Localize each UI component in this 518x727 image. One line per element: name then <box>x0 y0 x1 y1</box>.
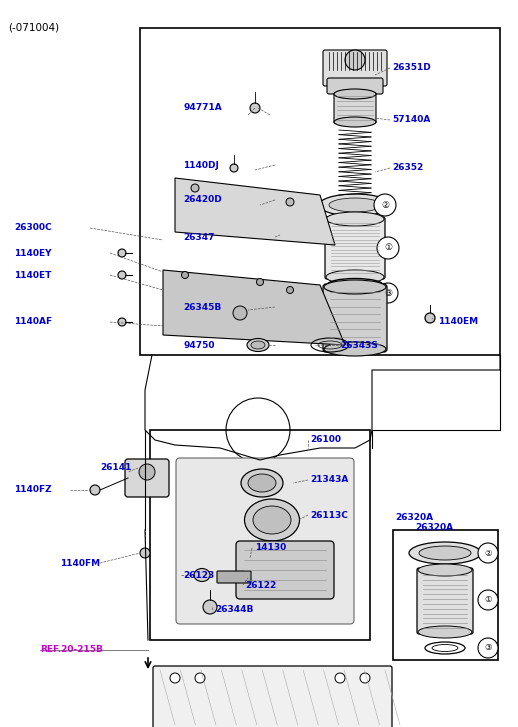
Text: ③: ③ <box>484 643 492 653</box>
Ellipse shape <box>248 474 276 492</box>
Text: REF.20-215B: REF.20-215B <box>40 646 103 654</box>
Polygon shape <box>175 178 335 245</box>
Circle shape <box>478 543 498 563</box>
Bar <box>150 430 370 640</box>
Circle shape <box>256 278 264 286</box>
Circle shape <box>360 673 370 683</box>
Ellipse shape <box>418 626 472 638</box>
Text: 26347: 26347 <box>183 233 214 241</box>
Text: 26141: 26141 <box>100 464 132 473</box>
Circle shape <box>139 464 155 480</box>
Circle shape <box>181 271 189 278</box>
Circle shape <box>230 164 238 172</box>
Circle shape <box>335 673 345 683</box>
Text: 1140EY: 1140EY <box>14 249 51 257</box>
Polygon shape <box>163 270 345 345</box>
Circle shape <box>203 600 217 614</box>
Text: 26113C: 26113C <box>310 510 348 520</box>
Text: ②: ② <box>484 548 492 558</box>
Ellipse shape <box>334 89 376 99</box>
Text: 1140FZ: 1140FZ <box>14 486 52 494</box>
Ellipse shape <box>194 569 210 582</box>
Ellipse shape <box>241 469 283 497</box>
Ellipse shape <box>251 341 265 349</box>
Ellipse shape <box>319 194 391 216</box>
FancyBboxPatch shape <box>417 568 473 634</box>
FancyBboxPatch shape <box>327 78 383 94</box>
Ellipse shape <box>419 546 471 560</box>
Text: 26320A: 26320A <box>415 523 453 532</box>
Text: 26420D: 26420D <box>183 196 222 204</box>
Text: 94750: 94750 <box>183 340 214 350</box>
Text: (-071004): (-071004) <box>8 22 59 32</box>
FancyBboxPatch shape <box>153 666 392 727</box>
Circle shape <box>191 184 199 192</box>
FancyBboxPatch shape <box>236 541 334 599</box>
Circle shape <box>90 485 100 495</box>
Text: 26320A: 26320A <box>395 513 433 522</box>
Ellipse shape <box>409 542 481 564</box>
Text: 26352: 26352 <box>392 164 423 172</box>
Ellipse shape <box>324 342 386 356</box>
Bar <box>393 530 498 660</box>
Circle shape <box>170 673 180 683</box>
Circle shape <box>118 271 126 279</box>
Circle shape <box>250 103 260 113</box>
Text: ①: ① <box>384 244 392 252</box>
FancyBboxPatch shape <box>125 459 169 497</box>
Text: 57140A: 57140A <box>392 116 430 124</box>
Circle shape <box>377 237 399 259</box>
Text: 26300C: 26300C <box>14 223 52 233</box>
Circle shape <box>425 313 435 323</box>
Ellipse shape <box>329 198 381 212</box>
Text: 1140FM: 1140FM <box>60 558 100 568</box>
Text: 26344B: 26344B <box>215 606 253 614</box>
Circle shape <box>286 198 294 206</box>
FancyBboxPatch shape <box>217 571 251 583</box>
Text: 21343A: 21343A <box>310 475 349 484</box>
Text: 26122: 26122 <box>245 580 276 590</box>
Text: 26100: 26100 <box>310 435 341 444</box>
Ellipse shape <box>326 270 384 284</box>
Text: 26343S: 26343S <box>340 340 378 350</box>
Circle shape <box>118 249 126 257</box>
Ellipse shape <box>253 506 291 534</box>
Text: 26351D: 26351D <box>392 63 431 73</box>
Bar <box>140 28 500 355</box>
Ellipse shape <box>244 499 299 541</box>
Text: 94771A: 94771A <box>183 103 222 113</box>
Text: 1140ET: 1140ET <box>14 270 51 279</box>
Text: 26345B: 26345B <box>183 302 221 311</box>
Text: ③: ③ <box>384 289 392 297</box>
Circle shape <box>378 283 398 303</box>
Ellipse shape <box>233 306 247 320</box>
Circle shape <box>374 194 396 216</box>
Ellipse shape <box>418 564 472 576</box>
Text: 1140AF: 1140AF <box>14 318 52 326</box>
Circle shape <box>195 673 205 683</box>
FancyBboxPatch shape <box>323 284 387 352</box>
FancyBboxPatch shape <box>325 217 385 279</box>
Circle shape <box>478 638 498 658</box>
Text: ①: ① <box>484 595 492 604</box>
Circle shape <box>140 548 150 558</box>
Circle shape <box>345 50 365 70</box>
FancyBboxPatch shape <box>176 458 354 624</box>
Text: 26123: 26123 <box>183 571 214 579</box>
FancyBboxPatch shape <box>323 50 387 86</box>
Ellipse shape <box>334 117 376 127</box>
Ellipse shape <box>324 280 386 294</box>
Ellipse shape <box>247 339 269 351</box>
Circle shape <box>478 590 498 610</box>
Text: 1140EM: 1140EM <box>438 318 478 326</box>
Text: ②: ② <box>381 201 389 209</box>
Circle shape <box>118 318 126 326</box>
Circle shape <box>286 286 294 294</box>
Ellipse shape <box>326 212 384 226</box>
Text: 1140DJ: 1140DJ <box>183 161 219 169</box>
FancyBboxPatch shape <box>334 93 376 123</box>
Text: 14130: 14130 <box>255 544 286 553</box>
